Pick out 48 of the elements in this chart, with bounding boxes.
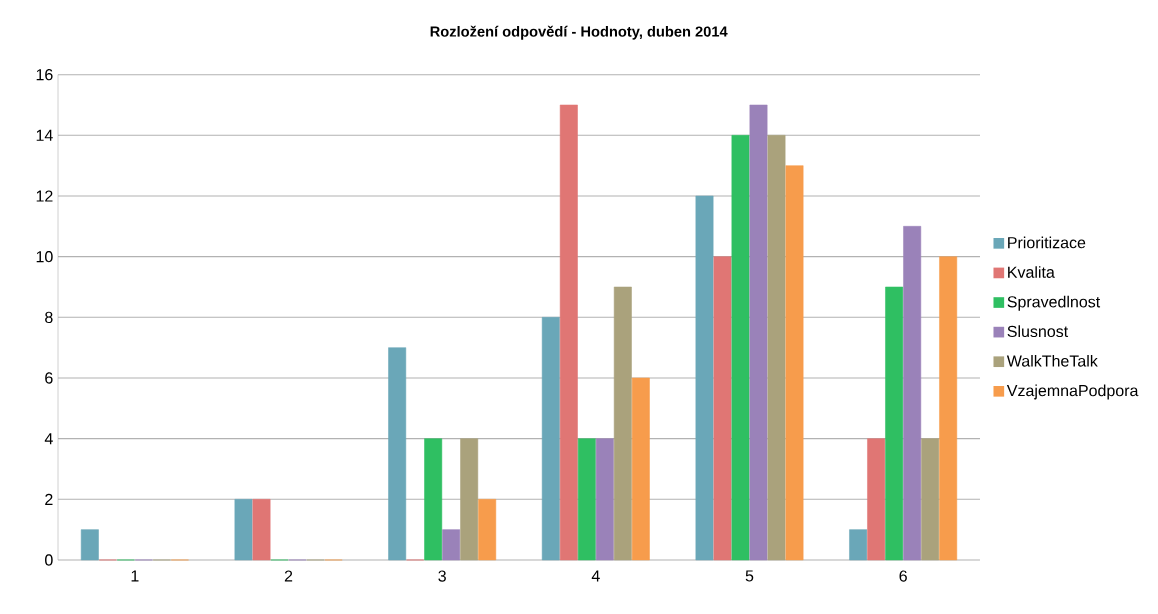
bar bbox=[867, 438, 886, 561]
bar bbox=[460, 438, 479, 561]
bar bbox=[80, 529, 99, 561]
bar bbox=[939, 256, 958, 561]
bar bbox=[478, 499, 497, 561]
legend-label: Slusnost bbox=[1007, 325, 1069, 338]
bar bbox=[713, 256, 732, 561]
bar bbox=[442, 529, 461, 561]
x-tick-label: 6 bbox=[899, 570, 907, 582]
bar bbox=[695, 195, 714, 561]
x-tick-label: 2 bbox=[284, 570, 293, 582]
legend-label: Kvalita bbox=[1008, 266, 1055, 278]
x-tick-label: 4 bbox=[591, 570, 600, 582]
bar bbox=[767, 135, 786, 561]
y-tick-label: 4 bbox=[44, 433, 53, 445]
y-tick-label: 12 bbox=[36, 190, 53, 202]
chart-title: Rozložení odpovědí - Hodnoty, duben 2014 bbox=[430, 25, 728, 40]
y-tick-label: 10 bbox=[36, 251, 53, 263]
bar bbox=[234, 499, 253, 561]
x-tick-label: 5 bbox=[745, 570, 754, 582]
bar bbox=[424, 438, 443, 561]
bar bbox=[252, 499, 271, 561]
y-tick-label: 6 bbox=[45, 372, 53, 384]
legend-label: WalkTheTalk bbox=[1006, 354, 1098, 367]
y-tick-label: 8 bbox=[45, 311, 53, 323]
bar bbox=[541, 317, 560, 561]
legend-label: VzajemnaPodpora bbox=[1006, 384, 1139, 400]
bar bbox=[785, 165, 804, 561]
legend-label: Prioritizace bbox=[1008, 236, 1086, 249]
x-tick-label: 1 bbox=[131, 570, 139, 582]
bar bbox=[577, 438, 596, 561]
y-tick-label: 14 bbox=[36, 129, 53, 141]
y-tick-label: 0 bbox=[45, 554, 53, 566]
bar bbox=[595, 438, 614, 561]
bar bbox=[613, 286, 632, 561]
y-tick-label: 2 bbox=[45, 493, 53, 505]
bar bbox=[849, 529, 868, 561]
bar bbox=[559, 104, 578, 561]
bar bbox=[731, 135, 750, 561]
x-tick-label: 3 bbox=[438, 570, 446, 582]
bar bbox=[749, 104, 768, 561]
bar bbox=[903, 226, 922, 561]
bar bbox=[921, 438, 940, 561]
bar bbox=[631, 377, 650, 561]
bar bbox=[388, 347, 407, 561]
legend-label: Spravedlnost bbox=[1007, 295, 1101, 311]
y-tick-label: 16 bbox=[36, 69, 53, 81]
bar bbox=[885, 286, 904, 561]
